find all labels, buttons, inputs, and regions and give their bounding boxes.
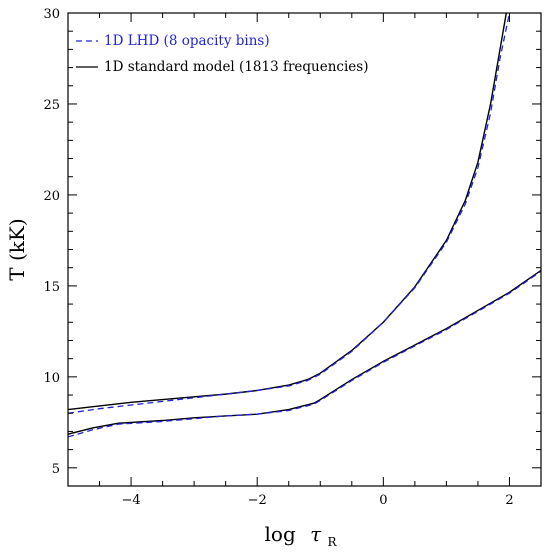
x-tick-label: 2: [505, 493, 513, 508]
series-lhd-line-upper: [68, 13, 511, 414]
x-tick-label: −4: [121, 493, 140, 508]
legend: 1D LHD (8 opacity bins) 1D standard mode…: [76, 33, 368, 75]
series-standard-line-upper: [68, 13, 507, 411]
plot-frame: [67, 12, 542, 487]
x-axis-label-tau: τ: [310, 522, 322, 546]
legend-entry-standard: 1D standard model (1813 frequencies): [104, 59, 368, 75]
x-tick-label: −2: [248, 493, 267, 508]
x-axis-label-subscript: R: [328, 535, 338, 549]
y-tick-label: 10: [43, 371, 60, 386]
y-axis-label: T (kK): [5, 218, 29, 280]
y-tick-label: 15: [43, 280, 60, 295]
x-axis-label: log τ R: [265, 522, 338, 549]
series-standard-line-lower: [68, 269, 541, 435]
x-tick-label: 0: [379, 493, 387, 508]
y-tick-label: 25: [43, 98, 60, 113]
y-tick-label: 5: [52, 462, 60, 477]
y-tick-label: 30: [43, 7, 60, 22]
y-tick-label: 20: [43, 189, 60, 204]
series-lhd-line-lower: [68, 270, 541, 438]
x-axis-label-log: log: [265, 522, 296, 546]
series-layer: [68, 13, 541, 438]
legend-entry-lhd: 1D LHD (8 opacity bins): [104, 33, 270, 49]
